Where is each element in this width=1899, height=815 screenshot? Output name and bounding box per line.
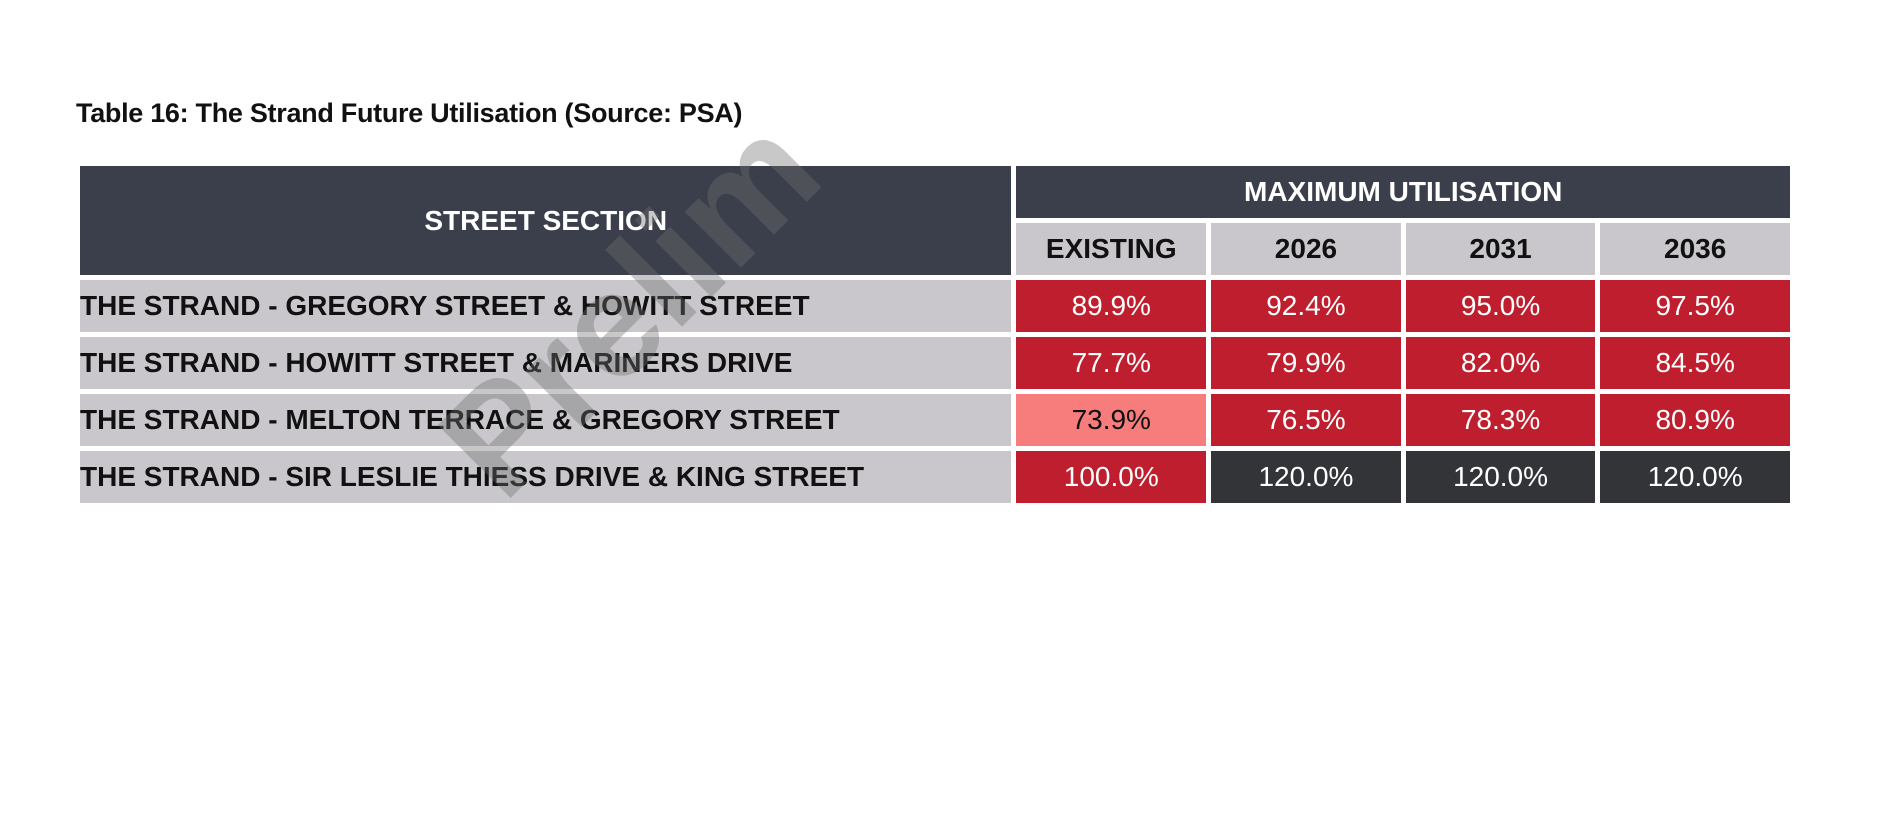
utilisation-cell: 120.0% [1405, 451, 1596, 503]
utilisation-cell: 78.3% [1405, 394, 1596, 446]
utilisation-cell: 84.5% [1600, 337, 1790, 389]
utilisation-cell: 89.9% [1016, 280, 1207, 332]
utilisation-cell: 76.5% [1211, 394, 1401, 446]
column-header-2036: 2036 [1600, 223, 1790, 275]
utilisation-cell: 120.0% [1211, 451, 1401, 503]
column-header-2026: 2026 [1211, 223, 1401, 275]
utilisation-cell: 73.9% [1016, 394, 1207, 446]
table-caption: Table 16: The Strand Future Utilisation … [76, 98, 743, 128]
street-section-cell: THE STRAND - GREGORY STREET & HOWITT STR… [80, 280, 1012, 332]
table-header-row: STREET SECTION MAXIMUM UTILISATION [80, 166, 1790, 275]
utilisation-cell: 97.5% [1600, 280, 1790, 332]
street-section-header: STREET SECTION [80, 166, 1012, 275]
utilisation-cell: 120.0% [1600, 451, 1790, 503]
table-row: THE STRAND - HOWITT STREET & MARINERS DR… [80, 337, 1790, 389]
utilisation-cell: 82.0% [1405, 337, 1596, 389]
utilisation-table: STREET SECTION MAXIMUM UTILISATION EXIST… [75, 161, 1795, 508]
table-row: THE STRAND - MELTON TERRACE & GREGORY ST… [80, 394, 1790, 446]
utilisation-cell: 95.0% [1405, 280, 1596, 332]
maximum-utilisation-header: MAXIMUM UTILISATION [1016, 166, 1790, 218]
utilisation-cell: 77.7% [1016, 337, 1207, 389]
table-subheader-row: EXISTING 2026 2031 2036 [80, 223, 1790, 275]
column-header-2031: 2031 [1405, 223, 1596, 275]
table-row: THE STRAND - SIR LESLIE THIESS DRIVE & K… [80, 451, 1790, 503]
street-section-cell: THE STRAND - HOWITT STREET & MARINERS DR… [80, 337, 1012, 389]
utilisation-cell: 80.9% [1600, 394, 1790, 446]
table-row: THE STRAND - GREGORY STREET & HOWITT STR… [80, 280, 1790, 332]
street-section-cell: THE STRAND - MELTON TERRACE & GREGORY ST… [80, 394, 1012, 446]
column-header-existing: EXISTING [1016, 223, 1207, 275]
utilisation-cell: 79.9% [1211, 337, 1401, 389]
utilisation-cell: 100.0% [1016, 451, 1207, 503]
utilisation-cell: 92.4% [1211, 280, 1401, 332]
street-section-cell: THE STRAND - SIR LESLIE THIESS DRIVE & K… [80, 451, 1012, 503]
